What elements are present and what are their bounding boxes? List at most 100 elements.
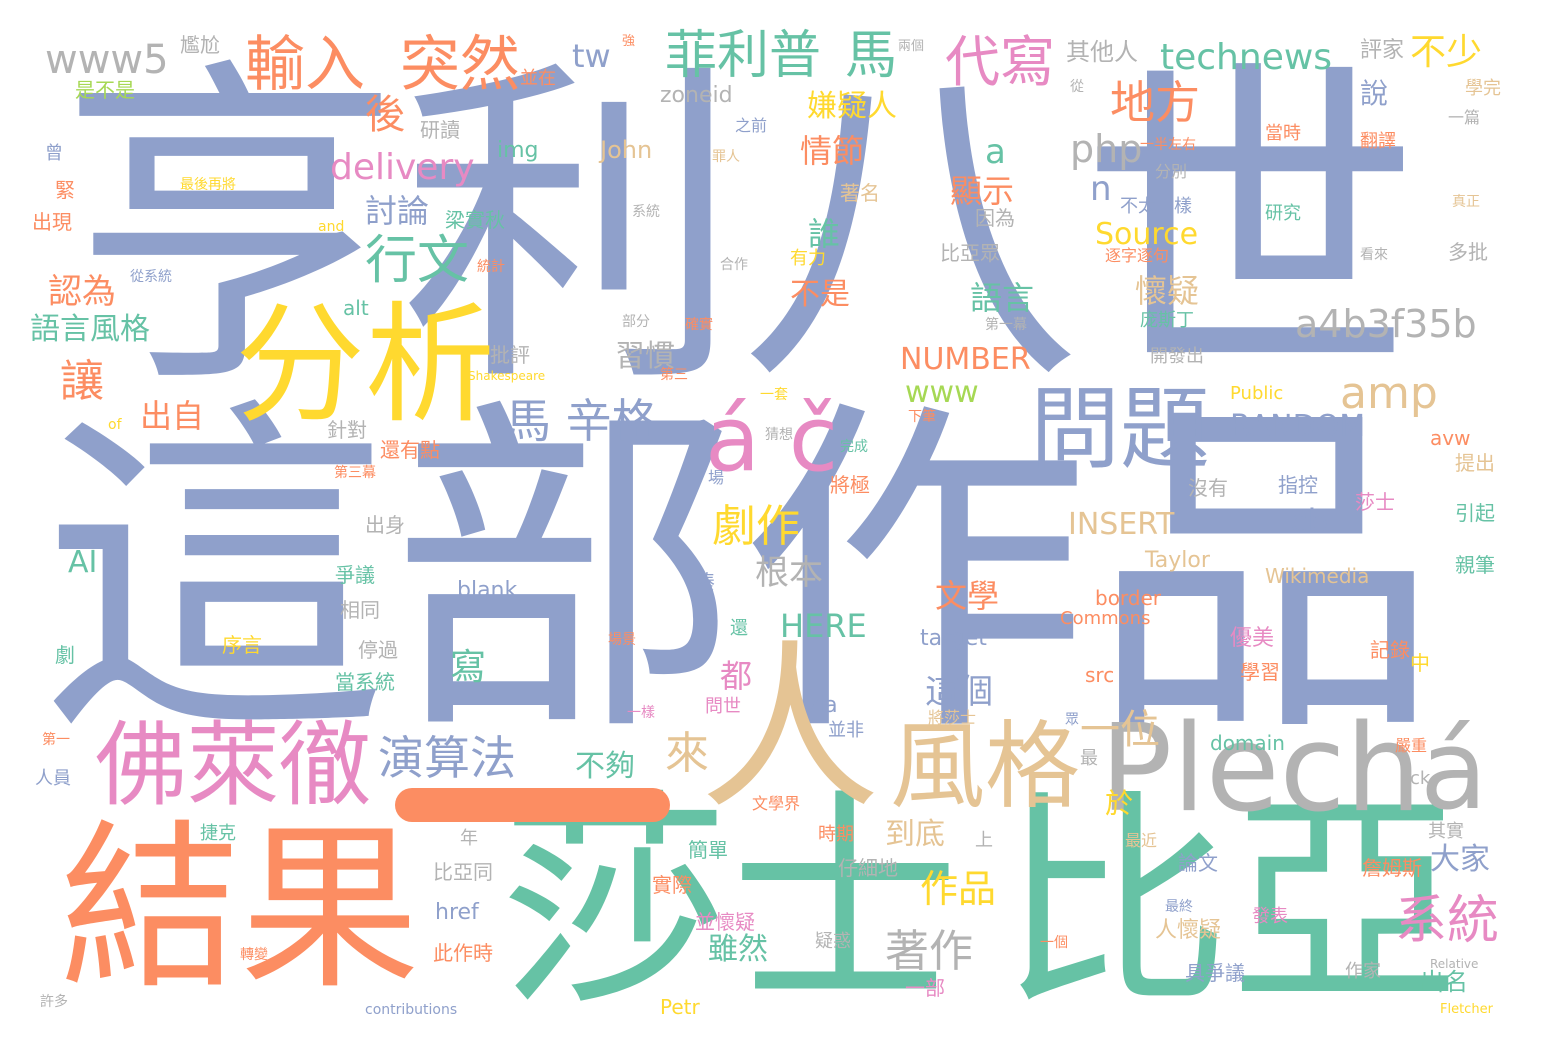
word: 系統 <box>1395 891 1500 951</box>
word: and <box>318 219 345 235</box>
word: php <box>1070 127 1143 171</box>
word: 演算法 <box>378 731 516 785</box>
word: 行文 <box>365 231 470 291</box>
word: 說 <box>1360 77 1389 110</box>
word: 研究 <box>1265 203 1301 224</box>
word: 因為 <box>975 206 1015 230</box>
word: 實際 <box>652 873 692 897</box>
word: 曾 <box>45 143 63 164</box>
word: 是不是 <box>75 78 135 102</box>
word: 不太一樣 <box>1120 196 1192 217</box>
word: 不是 <box>790 277 850 312</box>
word: 亨利八世 <box>60 32 1420 428</box>
word: 寫 <box>450 647 487 688</box>
word: 嚴重 <box>1395 736 1428 755</box>
word: 分析 <box>235 289 496 441</box>
word: 論文 <box>1178 851 1218 875</box>
word: 統計 <box>477 259 505 275</box>
word: 此作時 <box>433 941 493 965</box>
word: 多批 <box>1448 240 1488 264</box>
word: 學完 <box>1465 78 1501 99</box>
word: 爭議 <box>335 563 375 587</box>
word: 出身 <box>365 513 405 537</box>
word: 最終 <box>1165 899 1193 915</box>
word: www5 <box>45 37 169 83</box>
word: 出自 <box>140 397 205 435</box>
word: 簡單 <box>688 838 728 862</box>
word: 莎士 <box>500 771 961 1038</box>
word: 引起 <box>1455 501 1495 525</box>
word: www <box>905 375 979 410</box>
word: 第三 <box>660 367 688 383</box>
word: 罪人 <box>712 149 740 165</box>
word: 劇作 <box>712 501 800 552</box>
word: 人員 <box>35 768 71 789</box>
word: 問題 <box>1030 377 1210 482</box>
word: 大家 <box>1430 842 1490 877</box>
word: 發表 <box>1252 906 1288 927</box>
word: 懷疑 <box>1135 272 1200 310</box>
word: 開發出 <box>1150 346 1204 367</box>
word: 文學界 <box>752 794 801 813</box>
word: 合作 <box>720 257 748 273</box>
word: 猜想 <box>765 427 793 443</box>
word: 從 <box>1070 79 1084 95</box>
word: 還 <box>730 618 748 639</box>
word: 眾 <box>1065 712 1079 728</box>
word: 序言 <box>222 633 262 657</box>
word: 許多 <box>40 994 68 1010</box>
word: 最近 <box>1125 831 1158 850</box>
word: 最 <box>1080 748 1098 769</box>
word: 時期 <box>818 824 854 845</box>
word: zoneid <box>660 83 733 108</box>
word: delivery <box>330 147 475 188</box>
word: 轉變 <box>240 947 268 963</box>
word: á <box>1420 706 1488 834</box>
word: 學習 <box>1240 660 1280 684</box>
word: 場景 <box>608 632 636 648</box>
word: 一篇 <box>1448 108 1481 127</box>
word: Commons <box>1060 608 1151 629</box>
word: 其他人 <box>1066 38 1138 66</box>
word: 親筆 <box>1455 553 1495 577</box>
word: a <box>985 132 1006 172</box>
word: 習慣 <box>615 339 675 374</box>
word: 認為 <box>48 272 116 312</box>
word: 後 <box>365 92 405 138</box>
word: via <box>805 693 838 718</box>
word: alt <box>343 296 369 320</box>
word: 系統 <box>632 204 660 220</box>
word: 結果 <box>60 805 421 1014</box>
word: 庞斯丁 <box>1140 310 1194 331</box>
word: Plech <box>1100 700 1422 839</box>
word: 下筆 <box>908 409 936 425</box>
word: avw <box>1430 426 1471 450</box>
word: 批評 <box>490 343 530 367</box>
word: 提出 <box>1455 451 1495 475</box>
word: of <box>108 417 122 433</box>
word: 比亞眾 <box>940 241 1000 265</box>
word: amp <box>1340 368 1438 419</box>
word: img <box>497 138 539 163</box>
word: 研讀 <box>420 118 460 142</box>
word: 誰 <box>808 215 841 253</box>
word: 一位 <box>1080 707 1160 753</box>
word: 出名 <box>1420 968 1468 996</box>
word: 仔細地 <box>838 856 898 880</box>
word: 第一幕 <box>985 317 1027 333</box>
word: 都 <box>720 657 753 695</box>
word: 梁實秋 <box>445 208 505 232</box>
word: 指控 <box>1278 473 1318 497</box>
word: 還有點 <box>380 438 440 462</box>
word: 文學 <box>935 577 1000 615</box>
word: 上 <box>975 830 993 851</box>
word: 第一 <box>42 732 70 748</box>
word: 一個 <box>1040 935 1068 951</box>
word: INSERT <box>1068 507 1175 542</box>
word: 突然 <box>400 30 520 100</box>
word: 這部作品 <box>40 371 1440 779</box>
word: 逐字逐句 <box>1105 246 1170 265</box>
word: 年 <box>460 828 478 849</box>
word: 看來 <box>1360 247 1388 263</box>
